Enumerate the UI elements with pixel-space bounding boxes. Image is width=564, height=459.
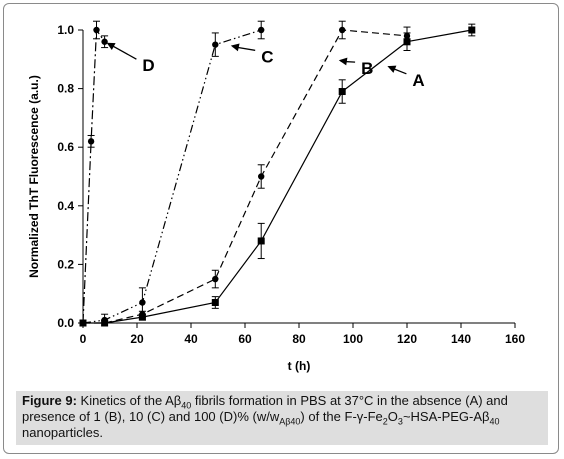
data-point [258,26,265,34]
x-tick-label: 0 [80,332,87,346]
series-d-line [82,28,106,324]
x-tick-label: 140 [451,332,471,346]
data-point [403,32,411,40]
series-c-line [82,29,262,324]
caption-sub-5: 40 [489,416,500,427]
data-point [212,41,219,48]
data-point [258,173,265,180]
caption-text-3: ) of the F-γ-Fe [300,409,383,424]
data-point [338,88,346,96]
series-c [79,20,265,327]
caption-text-2: fibrils formation in PBS at 37°C in the … [22,393,508,424]
x-tick-label: 80 [292,332,306,346]
caption-sub-2: Aβ40 [279,416,301,427]
data-point [87,138,95,145]
data-point [339,26,346,34]
figure-caption: Figure 9: Kinetics of the Aβ40 fibrils f… [16,391,548,445]
annotation-arrow-head [338,57,348,66]
data-point [93,26,100,34]
data-point [139,299,146,306]
caption-sub-3: 2 [382,416,388,427]
x-tick-label: 160 [505,332,525,346]
annotation-arrow-head [387,65,397,73]
data-point [257,237,265,245]
data-point [212,275,219,283]
annotation-arrow-head [106,42,116,51]
x-tick-label: 100 [343,332,363,346]
caption-sub-1: 40 [181,400,192,411]
y-tick-label: 0.2 [57,257,74,271]
y-tick-label: 0.4 [57,199,74,213]
x-tick-label: 40 [184,332,198,346]
x-tick-label: 60 [238,332,252,346]
annotation-label-a: A [412,71,424,90]
data-point [468,26,476,34]
series-b-line [83,29,408,324]
caption-text-1: Kinetics of the Aβ [76,393,182,408]
data-point [101,316,108,324]
data-point [79,319,87,327]
annotation-arrow-head [230,43,240,52]
series-d [79,20,109,327]
caption-text-5: ~HSA-PEG-Aβ [402,409,490,424]
kinetics-chart: 0 20 40 60 80 100 120 140 160 0.0 0.2 0.4 0.6 0.8 1.0 t… [27,20,525,373]
series-a [79,23,476,327]
annotation-label-c: C [261,47,273,66]
y-tick-label: 0.0 [57,316,74,330]
data-point [101,38,108,45]
x-tick-label: 120 [397,332,417,346]
x-tick-label: 20 [130,332,144,346]
y-tick-label: 0.8 [57,82,74,96]
caption-sub-4: 3 [397,416,403,427]
y-axis-label: Normalized ThT Fluorescence (a.u.) [27,75,41,278]
caption-text-4: O [387,409,398,424]
y-tick-label: 0.6 [57,140,74,154]
annotation-label-b: B [361,59,373,78]
caption-text-6: nanoparticles. [22,425,103,440]
x-axis-label: t (h) [288,359,311,373]
caption-label: Figure 9: [22,393,77,408]
annotation-label-d: D [142,56,154,75]
figure-frame [3,3,559,454]
data-point [211,298,219,306]
y-tick-label: 1.0 [57,23,74,37]
